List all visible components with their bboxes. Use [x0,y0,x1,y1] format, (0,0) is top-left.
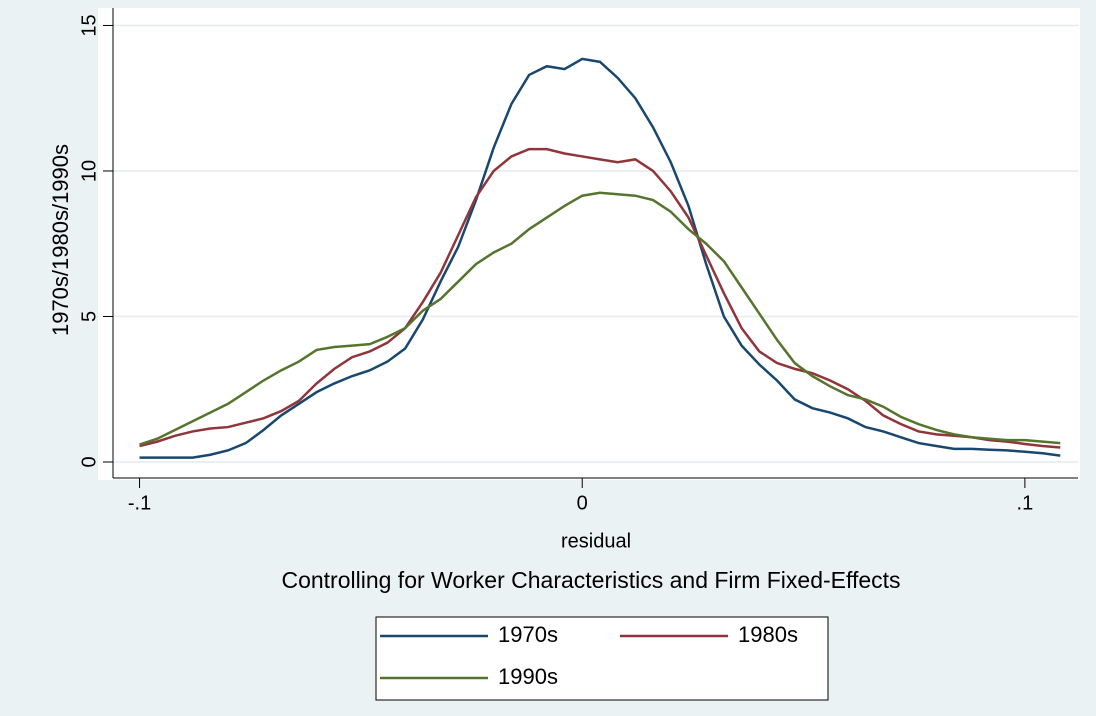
legend [375,616,829,701]
x-tick-label: 0 [577,492,588,514]
subtitle: Controlling for Worker Characteristics a… [281,567,900,593]
plot-area [98,8,1080,480]
y-tick-label: 0 [78,456,100,467]
x-tick-label: -.1 [128,492,151,514]
legend-label: 1970s [498,622,558,647]
line-series [139,57,1061,459]
x-tick-label: .1 [1017,492,1034,514]
y-tick-label: 10 [78,160,100,182]
y-tick-label: 5 [78,311,100,322]
x-axis-title: residual [561,530,631,552]
legend-label: 1990s [498,664,558,689]
legend-label: 1980s [738,622,798,647]
y-tick-label: 15 [78,14,100,36]
line-series [139,191,1061,446]
line-series [139,147,1061,449]
y-axis-title: 1970s/1980s/1990s [48,144,73,336]
